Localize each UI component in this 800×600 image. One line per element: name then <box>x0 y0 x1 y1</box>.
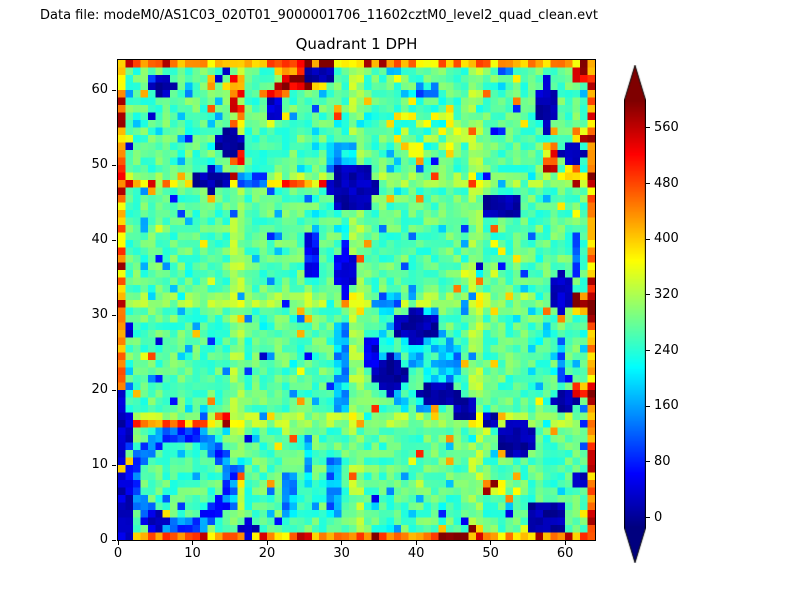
y-tick-mark <box>112 539 116 541</box>
x-tick-label: 60 <box>556 546 574 561</box>
y-tick-label: 10 <box>91 457 108 472</box>
colorbar-tick-label: 160 <box>654 398 679 414</box>
colorbar-tick-label: 320 <box>654 286 679 302</box>
x-tick-label: 50 <box>482 546 499 561</box>
colorbar-tick-mark <box>646 294 650 296</box>
colorbar-tick-label: 480 <box>654 175 679 191</box>
x-tick-mark <box>192 541 194 545</box>
colorbar-tick-mark <box>646 127 650 129</box>
x-tick-label: 30 <box>333 546 350 561</box>
x-tick-label: 40 <box>407 546 425 561</box>
plot-area <box>117 59 596 541</box>
colorbar-tick-mark <box>646 238 650 240</box>
data-file-label: Data file: modeM0/AS1C03_020T01_90000017… <box>40 8 598 23</box>
x-tick-mark <box>415 541 417 545</box>
y-tick-mark <box>112 239 116 241</box>
colorbar-tick-label: 400 <box>654 231 679 247</box>
x-tick-mark <box>117 541 119 545</box>
x-tick-mark <box>564 541 566 545</box>
colorbar-tick-label: 560 <box>654 119 679 135</box>
x-tick-mark <box>490 541 492 545</box>
colorbar-tick-mark <box>646 405 650 407</box>
chart-title: Quadrant 1 DPH <box>295 35 418 53</box>
x-tick-label: 0 <box>113 546 123 561</box>
colorbar-tick-mark <box>646 350 650 352</box>
y-tick-mark <box>112 89 116 91</box>
colorbar-tick-mark <box>646 461 650 463</box>
y-tick-mark <box>112 464 116 466</box>
y-tick-label: 0 <box>99 532 108 547</box>
x-tick-mark <box>266 541 268 545</box>
y-tick-mark <box>112 164 116 166</box>
y-tick-mark <box>112 389 116 391</box>
colorbar-tick-label: 240 <box>654 342 679 358</box>
colorbar <box>624 65 646 563</box>
colorbar-tick-mark <box>646 183 650 184</box>
x-tick-label: 10 <box>184 546 201 561</box>
colorbar-tick-label: 0 <box>654 509 663 525</box>
y-tick-label: 40 <box>91 232 108 247</box>
y-tick-label: 20 <box>91 382 108 397</box>
colorbar-tick-mark <box>646 517 650 519</box>
y-tick-label: 50 <box>91 157 108 172</box>
y-tick-label: 30 <box>91 307 108 322</box>
heatmap-canvas <box>118 60 595 540</box>
x-tick-label: 20 <box>258 546 276 561</box>
y-tick-label: 60 <box>91 82 108 97</box>
colorbar-tick-label: 80 <box>654 453 671 469</box>
x-tick-mark <box>341 541 343 545</box>
y-tick-mark <box>112 314 116 316</box>
